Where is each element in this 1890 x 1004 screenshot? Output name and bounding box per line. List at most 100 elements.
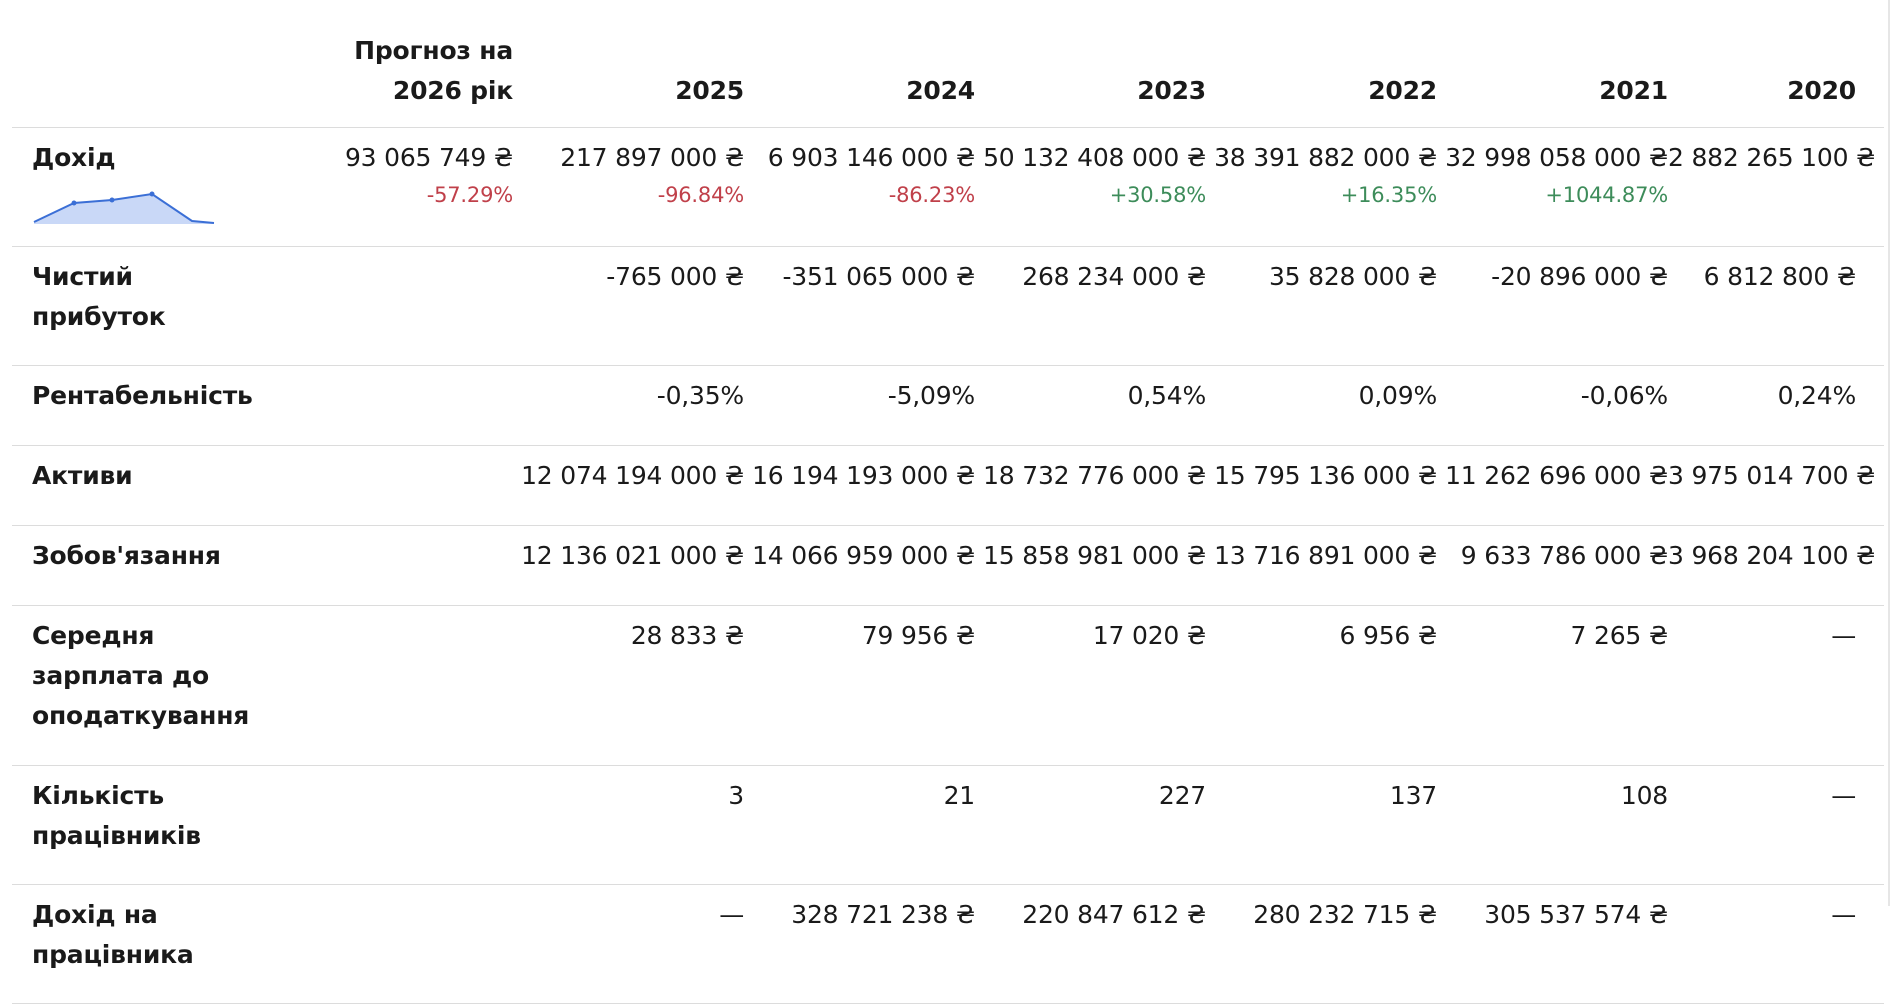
revenue-2024: 6 903 146 000 ₴ -86.23% xyxy=(744,127,975,247)
profitability-2020: 0,24% xyxy=(1668,365,1884,446)
row-revenue-per-employee: Дохід на працівника — 328 721 238 ₴ 220 … xyxy=(12,884,1884,1004)
average-salary-2024: 79 956 ₴ xyxy=(744,605,975,766)
row-label-line: Активи xyxy=(32,461,133,490)
row-label-line: Чистий xyxy=(32,262,133,291)
sparkline-point xyxy=(71,200,77,206)
net-profit-2022: 35 828 000 ₴ xyxy=(1206,246,1437,366)
change-percent: -86.23% xyxy=(888,183,975,207)
employees-2020: — xyxy=(1668,765,1884,885)
average-salary-forecast xyxy=(304,605,513,766)
assets-2022: 15 795 136 000 ₴ xyxy=(1206,445,1437,526)
header-year-2022: 2022 xyxy=(1206,0,1437,128)
row-label-line: Середня xyxy=(32,621,155,650)
revenue-per-employee-2021: 305 537 574 ₴ xyxy=(1437,884,1668,1004)
value: 32 998 058 000 ₴ xyxy=(1445,143,1668,172)
employees-2023: 227 xyxy=(975,765,1206,885)
value: 93 065 749 ₴ xyxy=(344,143,513,172)
row-label-line: Дохід на xyxy=(32,900,158,929)
net-profit-2021: -20 896 000 ₴ xyxy=(1437,246,1668,366)
row-assets: Активи 12 074 194 000 ₴ 16 194 193 000 ₴… xyxy=(12,445,1884,526)
header-row: Прогноз на 2026 рік 2025 2024 2023 2022 … xyxy=(12,0,1884,128)
row-employees: Кількість працівників 3 21 227 137 108 — xyxy=(12,765,1884,885)
header-forecast: Прогноз на 2026 рік xyxy=(304,0,513,128)
liabilities-2022: 13 716 891 000 ₴ xyxy=(1206,525,1437,606)
profitability-2024: -5,09% xyxy=(744,365,975,446)
net-profit-2025: -765 000 ₴ xyxy=(513,246,744,366)
employees-2022: 137 xyxy=(1206,765,1437,885)
revenue-per-employee-2023: 220 847 612 ₴ xyxy=(975,884,1206,1004)
net-profit-2020: 6 812 800 ₴ xyxy=(1668,246,1884,366)
change-percent: -57.29% xyxy=(426,183,513,207)
revenue-per-employee-2022: 280 232 715 ₴ xyxy=(1206,884,1437,1004)
revenue-2025: 217 897 000 ₴ -96.84% xyxy=(513,127,744,247)
row-label-revenue: Дохід xyxy=(12,127,304,247)
row-label-average-salary: Середня зарплата до оподаткування xyxy=(12,605,304,766)
average-salary-2023: 17 020 ₴ xyxy=(975,605,1206,766)
employees-forecast xyxy=(304,765,513,885)
profitability-2025: -0,35% xyxy=(513,365,744,446)
row-profitability: Рентабельність -0,35% -5,09% 0,54% 0,09%… xyxy=(12,365,1884,446)
header-year-2020: 2020 xyxy=(1668,0,1884,128)
net-profit-2024: -351 065 000 ₴ xyxy=(744,246,975,366)
value: 38 391 882 000 ₴ xyxy=(1214,143,1437,172)
row-label-line: Кількість xyxy=(32,781,164,810)
value: 2 882 265 100 ₴ xyxy=(1668,143,1876,172)
assets-2025: 12 074 194 000 ₴ xyxy=(513,445,744,526)
row-label-line: прибуток xyxy=(32,302,166,331)
header-year-2021: 2021 xyxy=(1437,0,1668,128)
row-label-line: працівників xyxy=(32,821,201,850)
liabilities-forecast xyxy=(304,525,513,606)
profitability-2022: 0,09% xyxy=(1206,365,1437,446)
scroll-edge xyxy=(1888,0,1890,906)
row-label-line: оподаткування xyxy=(32,701,250,730)
row-label-line: зарплата до xyxy=(32,661,209,690)
employees-2025: 3 xyxy=(513,765,744,885)
header-label-cell xyxy=(12,0,304,128)
profitability-forecast xyxy=(304,365,513,446)
liabilities-2021: 9 633 786 000 ₴ xyxy=(1437,525,1668,606)
row-label-profitability: Рентабельність xyxy=(12,365,304,446)
average-salary-2020: — xyxy=(1668,605,1884,766)
net-profit-forecast xyxy=(304,246,513,366)
value: 6 903 146 000 ₴ xyxy=(767,143,975,172)
assets-forecast xyxy=(304,445,513,526)
revenue-sparkline xyxy=(33,191,215,224)
revenue-2021: 32 998 058 000 ₴ +1044.87% xyxy=(1437,127,1668,247)
revenue-2020: 2 882 265 100 ₴ xyxy=(1668,127,1884,247)
header-year-2025: 2025 xyxy=(513,0,744,128)
change-percent: +16.35% xyxy=(1340,183,1437,207)
liabilities-2020: 3 968 204 100 ₴ xyxy=(1668,525,1884,606)
profitability-2023: 0,54% xyxy=(975,365,1206,446)
assets-2020: 3 975 014 700 ₴ xyxy=(1668,445,1884,526)
average-salary-2025: 28 833 ₴ xyxy=(513,605,744,766)
assets-2023: 18 732 776 000 ₴ xyxy=(975,445,1206,526)
row-net-profit: Чистий прибуток -765 000 ₴ -351 065 000 … xyxy=(12,246,1884,366)
row-label-revenue-per-employee: Дохід на працівника xyxy=(12,884,304,1004)
revenue-per-employee-2024: 328 721 238 ₴ xyxy=(744,884,975,1004)
net-profit-2023: 268 234 000 ₴ xyxy=(975,246,1206,366)
liabilities-2023: 15 858 981 000 ₴ xyxy=(975,525,1206,606)
value: 50 132 408 000 ₴ xyxy=(983,143,1206,172)
header-year-2024: 2024 xyxy=(744,0,975,128)
row-label-line: Рентабельність xyxy=(32,381,253,410)
revenue-forecast: 93 065 749 ₴ -57.29% xyxy=(304,127,513,247)
average-salary-2021: 7 265 ₴ xyxy=(1437,605,1668,766)
revenue-per-employee-forecast xyxy=(304,884,513,1004)
revenue-per-employee-2020: — xyxy=(1668,884,1884,1004)
financial-indicators-table: Прогноз на 2026 рік 2025 2024 2023 2022 … xyxy=(12,0,1884,1004)
header-year-2023: 2023 xyxy=(975,0,1206,128)
financial-table-panel: Прогноз на 2026 рік 2025 2024 2023 2022 … xyxy=(12,0,1890,1004)
average-salary-2022: 6 956 ₴ xyxy=(1206,605,1437,766)
row-label-net-profit: Чистий прибуток xyxy=(12,246,304,366)
assets-2021: 11 262 696 000 ₴ xyxy=(1437,445,1668,526)
employees-2021: 108 xyxy=(1437,765,1668,885)
row-label-assets: Активи xyxy=(12,445,304,526)
row-average-salary: Середня зарплата до оподаткування 28 833… xyxy=(12,605,1884,766)
sparkline-point xyxy=(109,197,115,203)
row-label-line: працівника xyxy=(32,940,194,969)
row-liabilities: Зобов'язання 12 136 021 000 ₴ 14 066 959… xyxy=(12,525,1884,606)
change-percent: -96.84% xyxy=(657,183,744,207)
revenue-2023: 50 132 408 000 ₴ +30.58% xyxy=(975,127,1206,247)
row-label-line: Дохід xyxy=(32,143,116,172)
sparkline-area xyxy=(34,194,214,224)
